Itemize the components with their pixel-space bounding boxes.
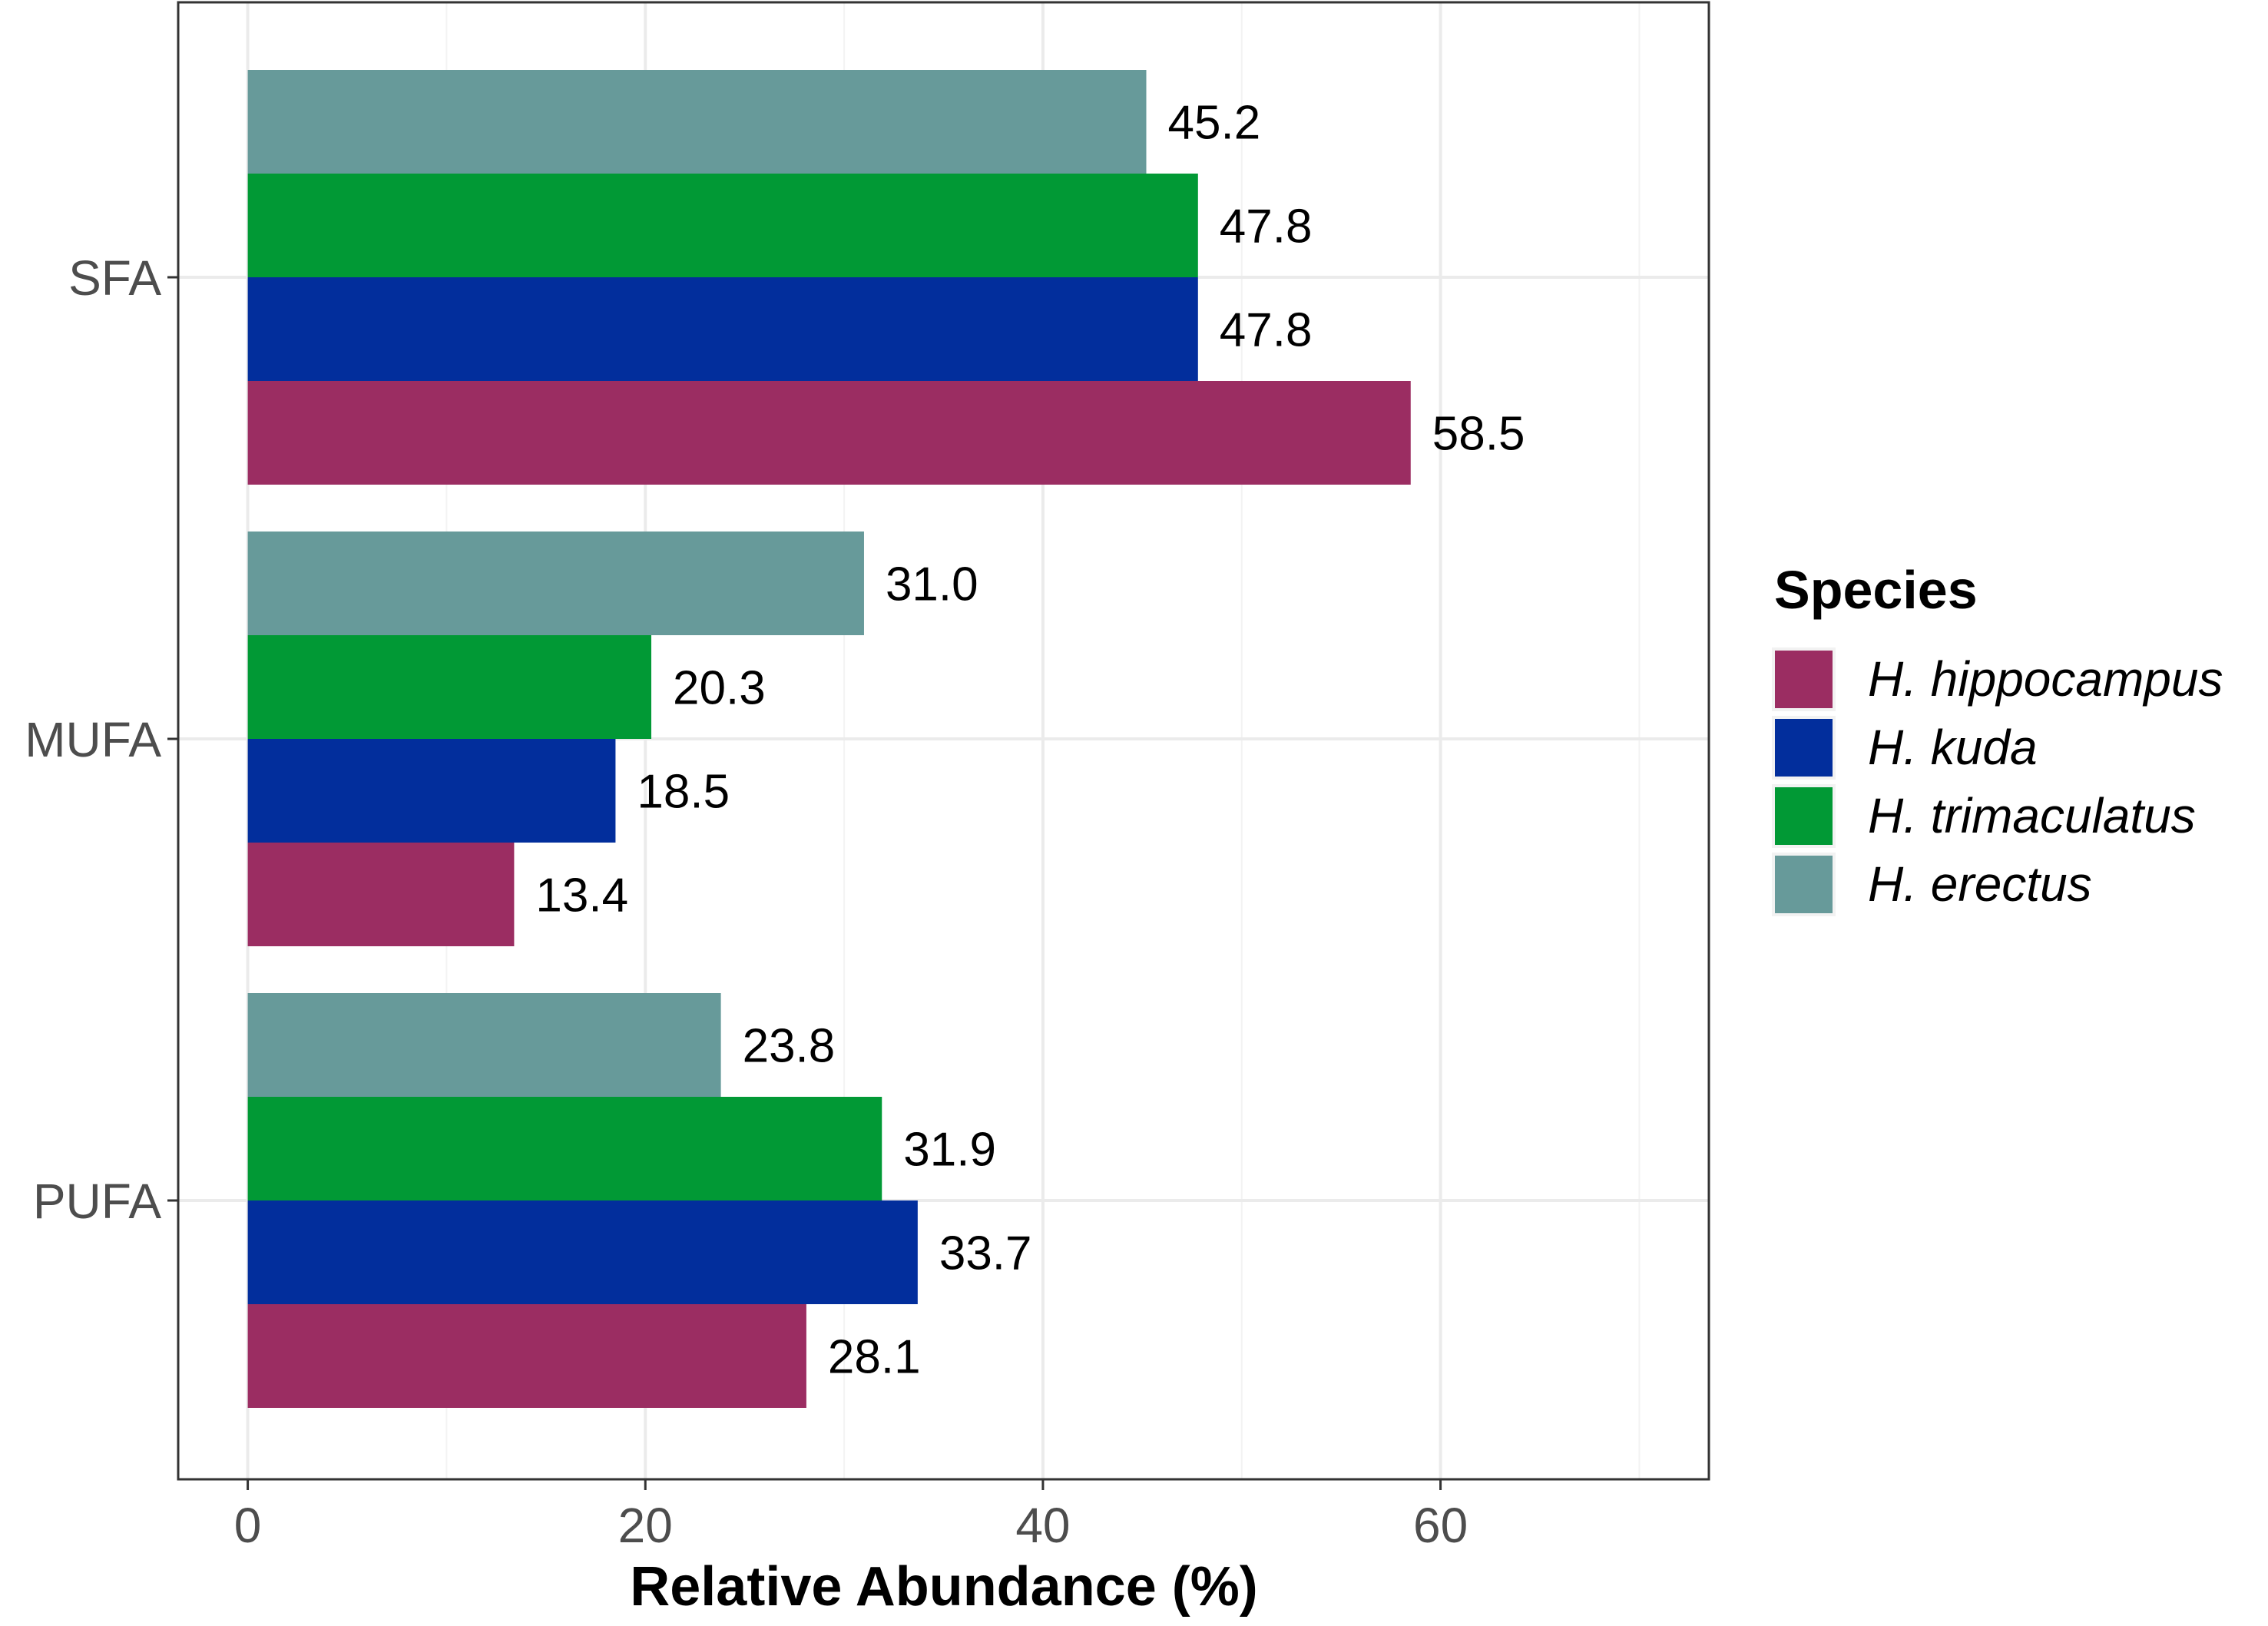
x-tick-label: 0 [234, 1498, 262, 1553]
bar-mufa-series-2 [247, 635, 652, 739]
x-tick-label: 60 [1413, 1498, 1468, 1553]
bar-value-label: 47.8 [1220, 304, 1313, 357]
bar-value-label: 47.8 [1220, 200, 1313, 253]
panel-border-rect [177, 1, 1710, 1481]
x-axis-title: Relative Abundance (%) [630, 1556, 1258, 1618]
legend-label: H. erectus [1868, 856, 2092, 912]
bar-sfa-series-0 [247, 381, 1411, 485]
bar-value-label: 18.5 [637, 766, 730, 819]
legend-label: H. trimaculatus [1868, 788, 2196, 843]
bar-sfa-series-2 [247, 174, 1198, 277]
x-axis: 0 20 40 60 [234, 1479, 1468, 1553]
plot-border [177, 1, 1710, 1481]
x-tick-label: 20 [618, 1498, 673, 1553]
legend-label: H. hippocampus [1868, 651, 2223, 707]
bar-pufa-series-0 [247, 1304, 806, 1408]
bar-value-label: 45.2 [1168, 97, 1261, 150]
bar-value-label: 31.0 [886, 558, 978, 611]
bar-pufa-series-2 [247, 1097, 882, 1200]
bar-value-label: 13.4 [535, 869, 628, 922]
bar-value-label: 58.5 [1432, 408, 1525, 461]
bar-value-label: 23.8 [743, 1020, 836, 1073]
bar-sfa-series-3 [247, 70, 1147, 174]
legend-swatch [1775, 856, 1833, 913]
bar-mufa-series-3 [247, 532, 864, 635]
y-tick-label: MUFA [25, 712, 161, 767]
y-tick-label: PUFA [33, 1174, 161, 1229]
legend-swatch [1775, 651, 1833, 708]
bar-value-label: 28.1 [828, 1331, 921, 1384]
legend-label: H. kuda [1868, 720, 2038, 775]
legend-title: Species [1774, 560, 1978, 620]
bar-value-label: 20.3 [673, 662, 766, 715]
legend: Species H. hippocampus H. kuda H. trimacul… [1772, 560, 2223, 916]
y-tick-label: SFA [68, 250, 161, 306]
legend-items: H. hippocampus H. kuda H. trimaculatus H. e… [1772, 647, 2223, 916]
legend-swatch [1775, 719, 1833, 777]
bar-value-label: 31.9 [903, 1124, 996, 1177]
bar-pufa-series-1 [247, 1200, 918, 1304]
bars [247, 70, 1411, 1408]
bar-value-labels: 58.5 47.8 47.8 45.2 13.418.5 20.3 31.0 28.1 33.7… [535, 97, 1525, 1384]
bar-mufa-series-1 [247, 739, 616, 843]
legend-swatch [1775, 787, 1833, 845]
bar-pufa-series-3 [247, 993, 721, 1097]
bar-value-label: 33.7 [939, 1227, 1032, 1280]
bar-mufa-series-0 [247, 843, 515, 946]
x-tick-label: 40 [1015, 1498, 1070, 1553]
bar-sfa-series-1 [247, 277, 1198, 381]
y-axis: SFA MUFA PUFA [25, 250, 178, 1229]
